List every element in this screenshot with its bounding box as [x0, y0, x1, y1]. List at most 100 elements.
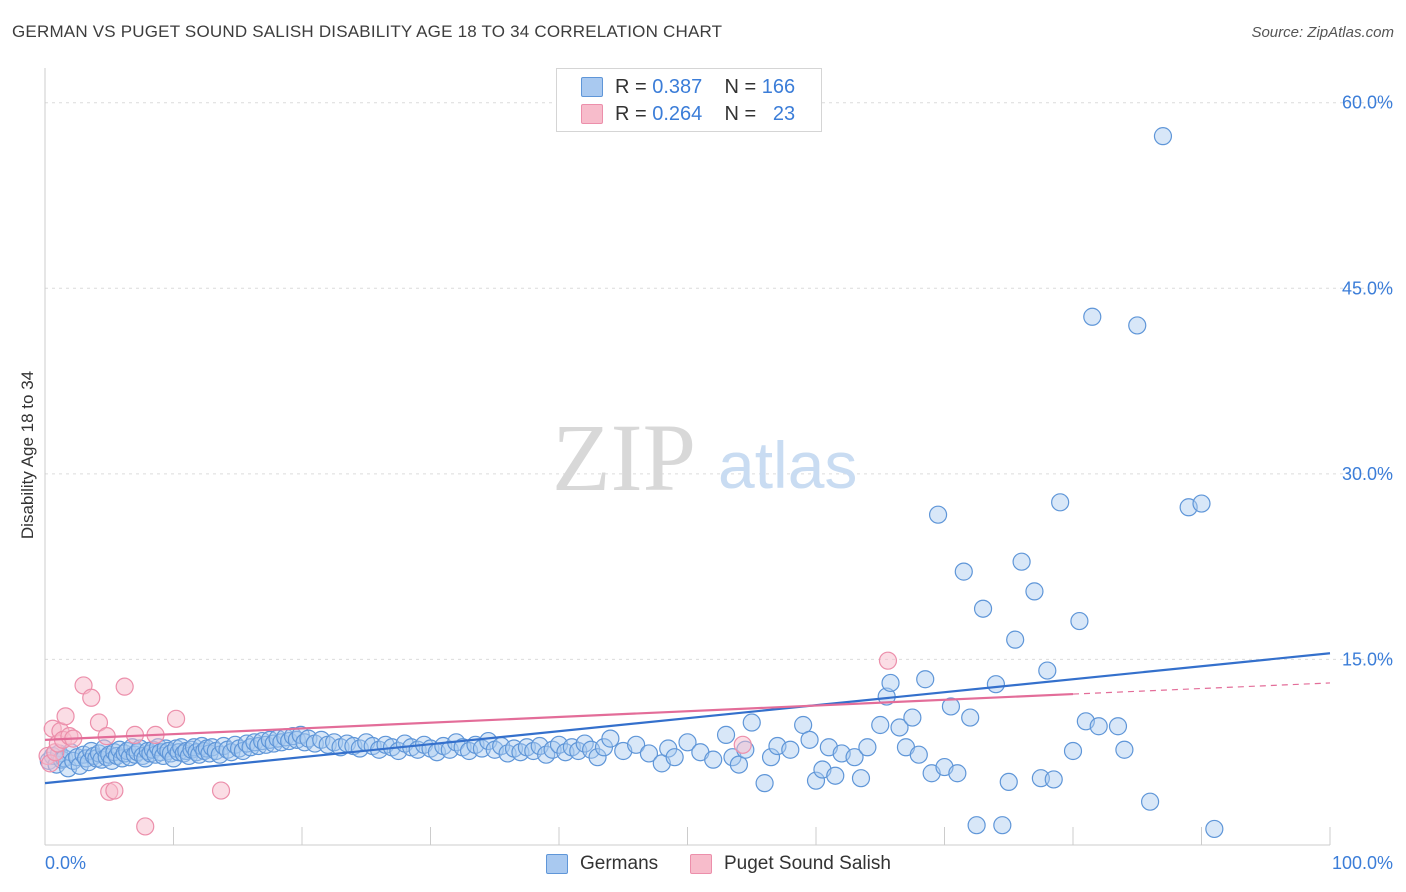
x-tick-label: 100.0% — [1332, 853, 1393, 873]
legend: R = 0.387 N = 166 R = 0.264 N = 23 — [556, 68, 822, 132]
data-point-germans — [961, 708, 980, 727]
x-tick-label: 0.0% — [45, 853, 86, 873]
data-point-germans — [948, 764, 967, 783]
data-point-salish — [56, 707, 75, 726]
data-point-germans — [1205, 819, 1224, 839]
data-point-germans — [1140, 792, 1160, 811]
data-point-salish — [115, 677, 134, 696]
data-point-germans — [588, 748, 607, 767]
data-point-germans — [1051, 493, 1070, 512]
y-tick-label: 15.0% — [1342, 649, 1393, 669]
data-point-germans — [742, 713, 761, 732]
axes — [44, 68, 1331, 846]
data-point-germans — [903, 708, 922, 727]
data-point-germans — [941, 697, 961, 716]
data-point-germans — [755, 774, 774, 793]
data-point-germans — [800, 730, 819, 749]
data-point-germans — [1153, 127, 1173, 146]
legend-swatch-salish — [581, 104, 603, 124]
data-point-germans — [1044, 770, 1063, 789]
data-point-germans — [845, 748, 864, 767]
watermark-zip: ZIP — [552, 404, 696, 511]
bottom-legend-label: Puget Sound Salish — [724, 853, 891, 874]
data-point-germans — [999, 772, 1018, 792]
data-point-salish — [733, 735, 752, 754]
data-point-germans — [1012, 552, 1031, 571]
data-point-germans — [1006, 630, 1025, 649]
legend-n-value: 23 — [772, 102, 796, 125]
data-point-salish — [166, 709, 186, 728]
data-point-germans — [678, 733, 697, 752]
legend-r-label: R = — [615, 75, 647, 98]
data-point-germans — [639, 744, 659, 763]
data-point-salish — [82, 688, 101, 707]
data-point-germans — [761, 748, 781, 767]
legend-r-label: R = — [615, 102, 647, 125]
data-point-germans — [851, 769, 871, 788]
grid — [45, 102, 1395, 660]
tick-labels: 15.0% 30.0% 45.0% 60.0% 0.0% 100.0% — [45, 93, 1393, 873]
trend-line-salish-extension — [1072, 682, 1331, 695]
data-point-germans — [909, 745, 928, 764]
trend-line-salish — [44, 692, 1074, 741]
data-point-germans — [890, 718, 909, 737]
data-point-germans — [1063, 741, 1083, 761]
data-point-germans — [871, 715, 890, 735]
bottom-legend-swatch-germans — [546, 854, 568, 874]
bottom-legend-germans: Germans — [546, 852, 658, 876]
data-point-salish — [878, 651, 898, 670]
y-tick-label: 45.0% — [1342, 278, 1393, 298]
data-point-germans — [601, 729, 620, 748]
data-point-germans — [665, 748, 684, 767]
data-point-germans — [1128, 316, 1147, 335]
data-points — [38, 127, 1224, 839]
y-tick-label: 30.0% — [1342, 464, 1393, 484]
data-point-germans — [70, 756, 89, 775]
source-label: Source: ZipAtlas.com — [1251, 24, 1394, 41]
data-point-germans — [1083, 307, 1102, 326]
legend-n-value: 166 — [761, 75, 796, 98]
bottom-legend-label: Germans — [580, 853, 659, 874]
watermark-atlas: atlas — [718, 428, 857, 502]
legend-row-germans: R = 0.387 N = 166 — [581, 75, 795, 99]
trend-line-germans — [44, 652, 1331, 785]
data-point-germans — [881, 673, 900, 693]
data-point-germans — [626, 735, 646, 754]
watermark: ZIP atlas — [552, 404, 857, 511]
data-point-germans — [973, 599, 993, 618]
data-point-salish — [105, 781, 124, 800]
data-point-germans — [1108, 717, 1128, 736]
data-point-germans — [993, 816, 1012, 835]
data-point-germans — [569, 741, 588, 761]
data-point-germans — [806, 771, 826, 790]
data-point-germans — [1025, 582, 1044, 601]
data-point-germans — [954, 562, 973, 581]
data-point-germans — [1089, 717, 1108, 736]
bottom-legend-swatch-salish — [690, 854, 712, 874]
bottom-legend-salish: Puget Sound Salish — [690, 852, 891, 876]
chart-title: GERMAN VS PUGET SOUND SALISH DISABILITY … — [12, 22, 723, 41]
data-point-germans — [704, 750, 723, 769]
data-point-germans — [1070, 611, 1089, 631]
data-point-germans — [826, 766, 845, 785]
y-tick-label: 60.0% — [1342, 93, 1393, 113]
data-point-germans — [1192, 494, 1211, 513]
data-point-germans — [1115, 740, 1134, 759]
legend-n-label: N = — [724, 102, 757, 125]
data-point-salish — [89, 713, 109, 732]
data-point-germans — [986, 675, 1006, 694]
data-point-germans — [967, 816, 986, 835]
legend-n-label: N = — [724, 75, 757, 98]
data-point-germans — [716, 725, 736, 744]
data-point-germans — [1031, 769, 1050, 788]
trend-lines — [44, 652, 1331, 785]
legend-swatch-germans — [581, 77, 603, 97]
data-point-salish — [136, 817, 155, 836]
data-point-germans — [928, 505, 948, 524]
data-point-germans — [858, 738, 877, 757]
data-point-germans — [916, 670, 935, 689]
legend-row-salish: R = 0.264 N = 23 — [581, 102, 795, 126]
data-point-germans — [161, 744, 181, 763]
data-point-germans — [781, 740, 800, 759]
legend-r-value: 0.264 — [652, 102, 703, 125]
